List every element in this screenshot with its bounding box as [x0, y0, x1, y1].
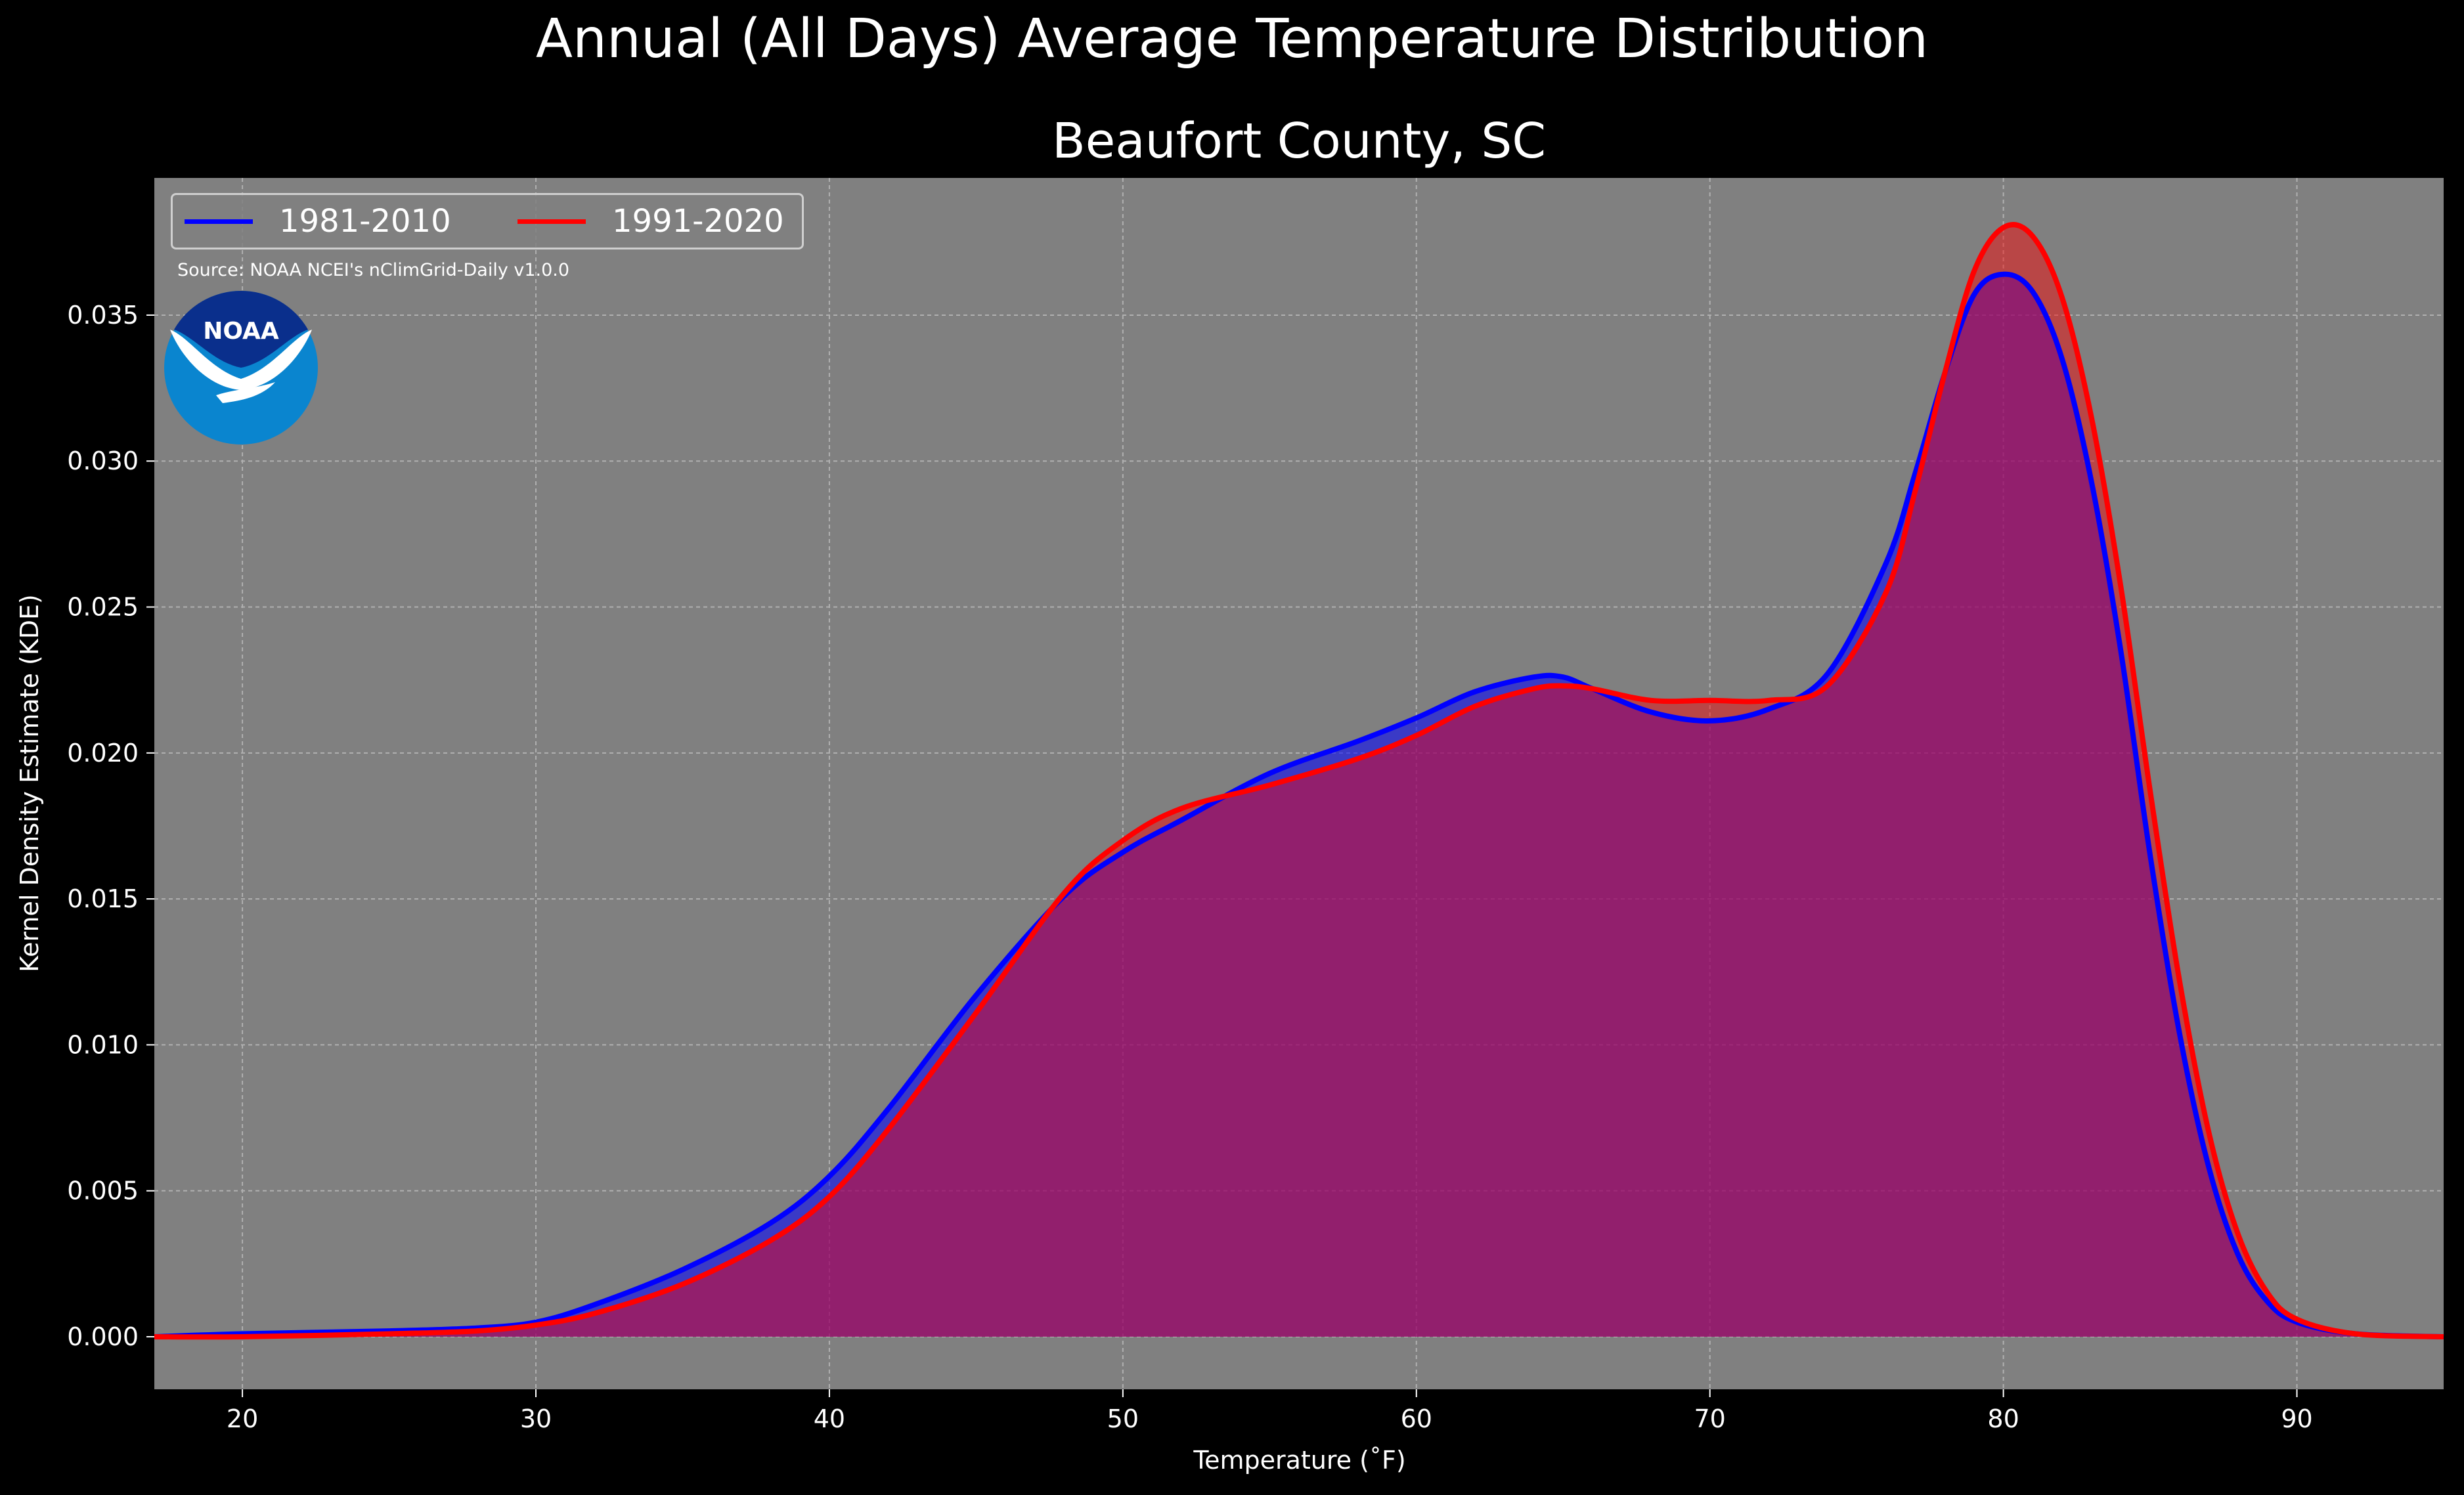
x-tick-label: 20: [227, 1404, 258, 1433]
y-tick-label: 0.035: [67, 301, 139, 330]
legend-swatch-blue: [185, 219, 253, 224]
x-tick-label: 50: [1107, 1404, 1139, 1433]
logo-text: NOAA: [203, 318, 279, 345]
y-tick-label: 0.025: [67, 593, 139, 622]
legend-swatch-red: [517, 219, 586, 224]
series-area-1981-2010: [154, 274, 2444, 1337]
x-tick-label: 70: [1694, 1404, 1726, 1433]
series-line-1991-2020: [154, 222, 2444, 1340]
y-tick-label: 0.005: [67, 1177, 139, 1205]
legend-label: 1981-2010: [279, 203, 451, 240]
axes: 20 30 40 50 60 70 80 90 0.000 0.005 0.010 0.015 0.02…: [67, 301, 2313, 1433]
x-tick-label: 40: [814, 1404, 845, 1433]
legend-item-1981-2010: 1981-2010: [185, 195, 451, 248]
noaa-logo: NOAA: [164, 290, 318, 444]
x-tick-label: 30: [520, 1404, 552, 1433]
y-tick-label: 0.015: [67, 884, 139, 913]
y-tick-label: 0.000: [67, 1322, 139, 1351]
x-tick-label: 90: [2281, 1404, 2312, 1433]
x-tick-label: 80: [1987, 1404, 2019, 1433]
y-tick-label: 0.010: [67, 1030, 139, 1059]
x-tick-label: 60: [1401, 1404, 1432, 1433]
legend-label: 1991-2020: [612, 203, 784, 240]
series-line-1981-2010: [154, 271, 2444, 1339]
series-layer: [154, 222, 2444, 1340]
y-tick-label: 0.030: [67, 446, 139, 475]
legend-item-1991-2020: 1991-2020: [517, 195, 784, 248]
source-note: Source: NOAA NCEI's nClimGrid-Daily v1.0…: [177, 260, 570, 280]
series-area-1991-2020: [154, 225, 2444, 1337]
chart-title: Beaufort County, SC: [1051, 113, 1547, 169]
figure-title: Annual (All Days) Average Temperature Di…: [535, 8, 1929, 70]
x-axis-label: Temperature (˚F): [1193, 1446, 1405, 1475]
legend: 1981-2010 1991-2020: [171, 193, 804, 249]
y-axis-label: Kernel Density Estimate (KDE): [15, 594, 44, 972]
y-tick-label: 0.020: [67, 739, 139, 768]
